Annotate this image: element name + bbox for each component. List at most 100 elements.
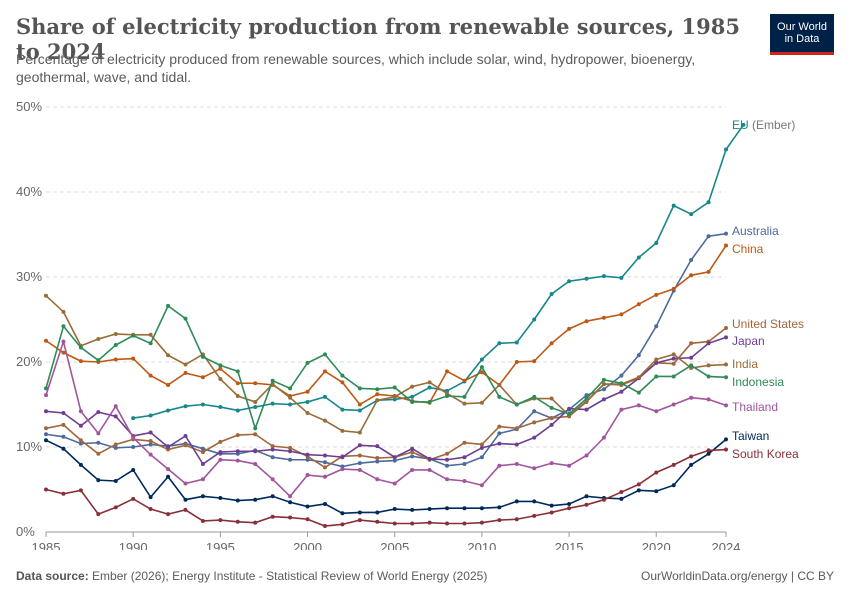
data-point-eu [322,394,327,399]
data-point-united-states [479,442,484,447]
data-point-indonesia [357,386,362,391]
site-link[interactable]: OurWorldinData.org/energy | CC BY [641,569,834,583]
data-point-china [479,370,484,375]
data-point-eu [514,340,519,345]
series-line-india [45,295,727,434]
data-point-china [166,382,171,387]
data-point-china [619,312,624,317]
data-point-australia [532,409,537,414]
data-point-thailand [288,494,293,499]
data-point-japan [619,389,624,394]
data-point-china [357,402,362,407]
data-point-indonesia [200,354,205,359]
data-point-taiwan [44,438,48,443]
data-point-indonesia [462,394,467,399]
data-point-india [340,428,345,433]
data-point-indonesia [61,324,66,329]
data-point-taiwan [218,496,223,500]
data-point-china [218,366,223,371]
data-point-taiwan [375,510,380,515]
data-point-china [601,315,606,320]
data-point-taiwan [567,501,572,506]
data-point-taiwan [270,494,275,499]
data-point-united-states [96,451,101,456]
chart-title: Share of electricity production from ren… [16,14,740,64]
data-point-taiwan [357,510,362,515]
x-axis: 1985 1990 1995 2000 2005 2010 2015 2020 2024 [32,532,740,550]
data-point-australia [78,441,83,446]
data-point-india [497,382,502,387]
data-point-eu [305,399,310,404]
data-point-indonesia [689,363,694,368]
data-point-india [96,337,101,342]
x-tick-label: 2000 [293,540,322,550]
data-point-india [706,363,711,368]
data-point-united-states [270,444,275,449]
data-point-united-states [235,433,240,438]
data-point-south-korea [689,454,694,459]
data-point-japan [584,407,589,412]
data-point-india [462,401,467,406]
data-point-taiwan [113,479,118,483]
data-point-india [654,357,659,362]
data-point-indonesia [113,343,118,347]
data-point-china [671,286,676,291]
data-point-china [113,357,118,362]
data-point-indonesia [514,402,519,407]
data-point-indonesia [636,390,641,395]
data-point-thailand [235,458,240,463]
data-point-australia [200,446,205,451]
data-point-china [636,302,641,307]
y-tick-label: 30% [16,269,42,284]
data-point-eu [200,402,205,407]
data-point-australia [288,457,293,462]
logo-line-2: in Data [784,33,820,45]
data-point-eu [479,357,484,362]
data-point-japan [183,433,188,438]
data-point-japan [706,341,711,346]
data-point-australia [305,457,310,462]
x-tick-label: 1995 [206,540,235,550]
data-point-australia [148,442,153,447]
owid-logo[interactable]: Our World in Data [770,14,834,55]
data-point-indonesia [601,377,606,382]
data-point-thailand [689,395,694,400]
data-point-japan [689,355,694,360]
data-point-india [375,398,380,403]
grid-lines [46,106,726,533]
y-tick-label: 20% [16,354,42,369]
series-label-japan: Japan [732,334,765,348]
data-point-japan [392,455,397,460]
data-point-south-korea [200,518,205,523]
logo-line-1: Our World [777,21,827,33]
data-point-thailand [61,339,66,344]
data-point-south-korea [636,482,641,487]
data-point-united-states [200,450,205,455]
data-point-japan [549,422,554,427]
data-point-india [636,375,641,380]
data-point-eu [532,317,537,322]
data-point-indonesia [375,387,380,392]
data-point-australia [654,324,659,329]
data-point-japan [270,447,275,452]
data-point-china [183,371,188,376]
data-point-indonesia [724,375,728,380]
data-point-united-states [113,442,118,447]
data-point-india [61,309,66,314]
data-point-indonesia [532,394,537,399]
data-point-eu [671,203,676,208]
data-point-united-states [218,439,223,444]
data-point-thailand [706,397,711,402]
data-point-south-korea [706,448,711,453]
data-point-thailand [183,481,188,486]
data-point-united-states [148,439,153,444]
data-point-eu [253,405,258,410]
data-point-south-korea [427,520,432,525]
data-point-indonesia [445,394,450,398]
data-point-united-states [689,341,694,346]
data-point-china [131,356,136,361]
data-point-indonesia [253,426,258,431]
data-point-indonesia [340,373,345,378]
data-point-taiwan [131,467,136,472]
data-point-japan [532,435,537,440]
